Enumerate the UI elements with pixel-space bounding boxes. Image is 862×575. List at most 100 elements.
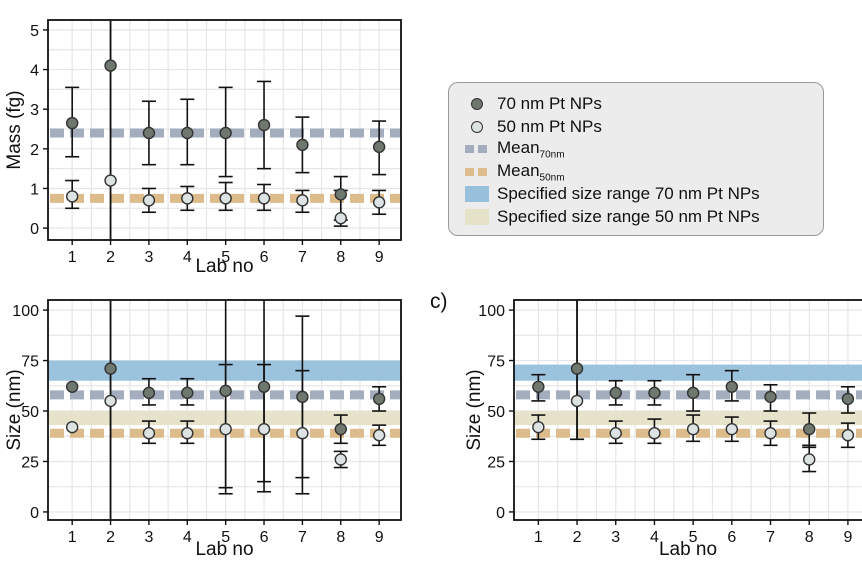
- data-point-50nm: [65, 420, 79, 434]
- plot-frame: [47, 19, 402, 241]
- x-tick-label: 6: [260, 249, 269, 266]
- y-tick-label: 25: [21, 454, 39, 471]
- legend-label-subscript: 50nm: [539, 171, 565, 183]
- y-tick-label: 0: [30, 221, 39, 238]
- x-tick-label: 5: [221, 529, 230, 546]
- legend-label-subscript: 70nm: [539, 149, 565, 161]
- data-point-70nm: [803, 422, 816, 436]
- data-point-70nm: [296, 390, 309, 404]
- y-tick-label: 3: [30, 102, 39, 119]
- data-point-50nm: [372, 196, 386, 209]
- data-point-50nm: [334, 211, 347, 225]
- x-axis-label: Lab no: [195, 539, 253, 560]
- x-tick-label: 6: [727, 529, 736, 546]
- plot-frame: [47, 299, 402, 521]
- data-point-50nm: [296, 194, 309, 207]
- y-tick-label: 0: [30, 505, 39, 522]
- size-range-band-70nm: [514, 364, 862, 381]
- y-axis-label: Mass (fg): [4, 90, 25, 169]
- data-point-70nm: [219, 384, 232, 398]
- y-axis-label: Size (nm): [464, 369, 485, 450]
- x-tick-label: 7: [298, 529, 307, 546]
- legend-item: 50 nm Pt NPs: [463, 116, 813, 139]
- legend-item: Mean50nm: [463, 161, 813, 184]
- legend-label: Specified size range 50 nm Pt NPs: [497, 206, 760, 226]
- chart-panel-b: 1 2 3 4 5 6 7 8 9 0 25 50 75 100 Lab no Size (nm): [4, 299, 402, 560]
- legend-symbol: [463, 163, 491, 181]
- data-point-50nm: [570, 394, 584, 408]
- x-axis-label: Lab no: [195, 256, 253, 277]
- legend-patch-icon: [465, 186, 489, 203]
- data-point-50nm: [532, 420, 545, 434]
- x-tick-label: 8: [336, 529, 345, 546]
- size-range-band-70nm: [48, 360, 401, 381]
- y-tick-label: 100: [478, 303, 505, 320]
- data-point-50nm: [372, 429, 386, 442]
- data-point-70nm: [296, 138, 309, 152]
- chart-panel-c: 1 2 3 4 5 6 7 8 9 0 25 50 75 100 Lab no Size (nm) c): [430, 290, 862, 560]
- data-point-70nm: [532, 380, 545, 393]
- data-point-50nm: [181, 192, 194, 205]
- size-range-band-50nm: [48, 411, 401, 426]
- legend-box: 70 nm Pt NPs 50 nm Pt NPs Mean70nm Mean50nm…: [448, 82, 824, 236]
- y-tick-label: 75: [487, 354, 505, 371]
- data-point-50nm: [803, 453, 816, 466]
- data-point-70nm: [104, 362, 117, 375]
- data-point-70nm: [257, 118, 271, 132]
- x-tick-label: 2: [106, 529, 115, 546]
- data-point-70nm: [648, 386, 661, 400]
- x-tick-label: 5: [689, 529, 698, 546]
- legend-label: Mean70nm: [497, 138, 565, 161]
- y-tick-label: 50: [21, 404, 39, 421]
- x-tick-label: 1: [68, 249, 77, 266]
- data-point-50nm: [648, 427, 661, 440]
- data-point-50nm: [725, 422, 739, 436]
- data-point-70nm: [142, 126, 156, 140]
- data-point-70nm: [570, 362, 584, 375]
- data-point-70nm: [372, 392, 386, 406]
- data-point-50nm: [65, 190, 79, 203]
- data-point-50nm: [257, 422, 271, 436]
- y-axis-label: Size (nm): [4, 369, 25, 450]
- x-tick-label: 5: [221, 249, 230, 266]
- legend-item: Mean70nm: [463, 138, 813, 161]
- data-point-70nm: [219, 126, 232, 140]
- legend-symbol: [463, 118, 491, 136]
- x-tick-label: 8: [805, 529, 814, 546]
- legend-item: Specified size range 50 nm Pt NPs: [463, 206, 813, 229]
- legend-label: 70 nm Pt NPs: [497, 94, 602, 114]
- data-point-70nm: [686, 386, 700, 400]
- legend-label: 50 nm Pt NPs: [497, 116, 602, 136]
- data-point-70nm: [181, 386, 194, 400]
- data-point-70nm: [841, 392, 855, 406]
- legend-label: Mean50nm: [497, 160, 565, 183]
- x-tick-label: 4: [183, 529, 192, 546]
- data-point-70nm: [725, 380, 739, 393]
- x-tick-label: 9: [375, 249, 384, 266]
- data-point-70nm: [334, 422, 347, 436]
- x-tick-label: 3: [611, 529, 620, 546]
- plot-frame: [513, 299, 862, 521]
- x-tick-label: 6: [260, 529, 269, 546]
- data-point-70nm: [257, 380, 271, 393]
- data-point-50nm: [104, 394, 117, 408]
- x-tick-label: 8: [336, 249, 345, 266]
- legend-marker-icon: [471, 98, 483, 111]
- y-tick-label: 2: [30, 142, 39, 159]
- y-tick-label: 4: [30, 63, 39, 80]
- data-point-70nm: [65, 116, 79, 130]
- data-point-50nm: [142, 427, 156, 440]
- legend-label: Specified size range 70 nm Pt NPs: [497, 184, 760, 204]
- data-point-70nm: [609, 386, 622, 400]
- data-point-70nm: [181, 126, 194, 140]
- data-point-50nm: [219, 422, 232, 436]
- y-tick-label: 50: [487, 404, 505, 421]
- data-point-50nm: [686, 422, 700, 436]
- x-tick-label: 3: [144, 529, 153, 546]
- data-point-50nm: [296, 427, 309, 440]
- data-point-50nm: [764, 427, 777, 440]
- data-point-70nm: [65, 380, 79, 393]
- legend-item: 70 nm Pt NPs: [463, 93, 813, 116]
